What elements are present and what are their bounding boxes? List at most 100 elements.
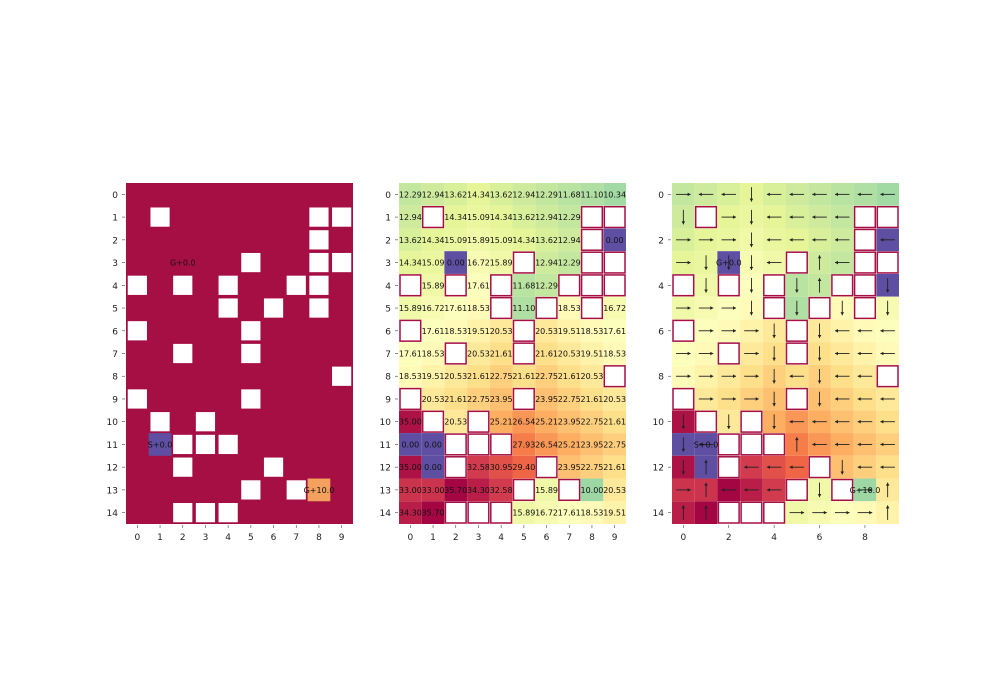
policy-arrowhead xyxy=(817,278,822,282)
value-cell xyxy=(603,410,626,434)
value-label: 18.53 xyxy=(580,327,603,336)
value-label: 0.00 xyxy=(447,259,465,268)
value-label: 22.75 xyxy=(580,463,603,472)
value-cell xyxy=(467,183,490,206)
policy-arrowhead xyxy=(857,397,861,401)
obstacle-cell xyxy=(853,296,877,320)
value-label: 20.53 xyxy=(444,418,467,427)
obstacle-cell xyxy=(558,274,581,297)
value-label: 20.53 xyxy=(490,327,513,336)
policy-arrowhead xyxy=(812,215,816,219)
x-tick-label: 1 xyxy=(430,533,436,543)
policy-arrowhead xyxy=(885,289,890,293)
obstacle-cell xyxy=(444,342,467,365)
value-cell xyxy=(535,273,558,297)
value-cell xyxy=(421,228,445,252)
value-cell xyxy=(421,183,445,206)
value-cell xyxy=(580,433,604,456)
obstacle-cell xyxy=(239,387,262,411)
x-tick-label: 7 xyxy=(293,533,299,543)
y-tick-label: 12 xyxy=(380,464,391,474)
policy-arrowhead xyxy=(817,403,822,407)
value-cell xyxy=(399,455,422,479)
value-cell xyxy=(580,455,604,479)
value-label: 15.89 xyxy=(490,259,513,268)
value-cell xyxy=(557,228,581,252)
policy-arrowhead xyxy=(834,192,838,197)
obstacle-cell xyxy=(603,205,626,229)
obstacle-cell xyxy=(512,342,535,365)
obstacle-cell xyxy=(876,251,899,274)
value-cell xyxy=(535,319,558,343)
policy-arrowhead xyxy=(681,505,686,509)
y-tick-label: 5 xyxy=(385,305,391,315)
y-tick-label: 0 xyxy=(385,191,391,201)
obstacle-cell xyxy=(717,456,740,479)
policy-arrowhead xyxy=(749,312,754,316)
value-label: 22.75 xyxy=(535,372,558,381)
value-label: 19.51 xyxy=(422,372,445,381)
obstacle-cell xyxy=(694,205,718,229)
obstacle-cell xyxy=(717,274,740,297)
x-tick-label: 6 xyxy=(817,533,823,543)
policy-arrowhead xyxy=(687,238,691,242)
policy-arrowhead xyxy=(733,306,737,310)
y-tick-label: 3 xyxy=(385,259,391,269)
value-cell xyxy=(489,319,513,343)
value-label: 17.61 xyxy=(467,281,490,290)
obstacle-cell xyxy=(239,342,262,365)
policy-arrowhead xyxy=(733,238,737,242)
policy-arrowhead xyxy=(733,328,737,333)
value-cell xyxy=(467,205,490,229)
value-label: 15.89 xyxy=(467,236,490,245)
y-tick-label: 5 xyxy=(112,305,118,315)
y-tick-label: 6 xyxy=(385,327,391,337)
policy-arrowhead xyxy=(885,505,890,509)
obstacle-cell xyxy=(535,296,558,320)
policy-arrowhead xyxy=(766,192,770,197)
value-label: 10.00 xyxy=(580,486,603,495)
value-label: 12.29 xyxy=(558,259,581,268)
value-label: 15.09 xyxy=(467,213,490,222)
value-cell xyxy=(580,501,604,524)
value-cell xyxy=(489,387,513,411)
policy-arrowhead xyxy=(823,510,827,515)
obstacle-cell xyxy=(853,205,877,229)
value-cell xyxy=(603,387,626,411)
value-cell xyxy=(399,501,422,524)
value-label: 15.09 xyxy=(444,236,467,245)
value-label: 0.00 xyxy=(401,440,419,449)
policy-arrowhead xyxy=(726,266,731,270)
y-tick-label: 14 xyxy=(107,509,119,519)
policy-arrowhead xyxy=(789,374,793,379)
policy-arrowhead xyxy=(726,425,731,429)
obstacle-cell xyxy=(785,319,808,342)
obstacle-cell xyxy=(694,410,718,433)
gridworld-map: G+0.0 S+0.0 G+10.0 xyxy=(126,183,353,524)
value-cell xyxy=(557,387,581,411)
obstacle-cell xyxy=(307,296,331,320)
obstacle-cell xyxy=(740,433,763,456)
policy-arrowhead xyxy=(834,238,838,242)
value-cell xyxy=(580,319,604,343)
policy-arrowhead xyxy=(885,482,890,486)
obstacle-cell xyxy=(307,251,331,274)
x-tick-label: 7 xyxy=(566,533,572,543)
value-cell xyxy=(421,501,445,524)
y-tick-label: 4 xyxy=(658,282,664,292)
value-label: 12.94 xyxy=(422,190,445,199)
obstacle-cell xyxy=(853,274,877,297)
value-cell xyxy=(399,410,422,434)
value-label: 11.68 xyxy=(558,190,581,199)
value-cell xyxy=(557,433,581,456)
value-label: 17.61 xyxy=(399,350,422,359)
policy-arrowhead xyxy=(834,419,838,424)
obstacle-cell xyxy=(194,501,217,524)
policy-arrowhead xyxy=(710,306,714,310)
policy-arrowhead xyxy=(869,488,873,492)
obstacle-cell xyxy=(603,251,626,274)
x-tick-label: 2 xyxy=(180,533,186,543)
policy-arrowhead xyxy=(755,397,759,401)
x-tick-label: 2 xyxy=(726,533,732,543)
policy-arrowhead xyxy=(681,448,686,452)
